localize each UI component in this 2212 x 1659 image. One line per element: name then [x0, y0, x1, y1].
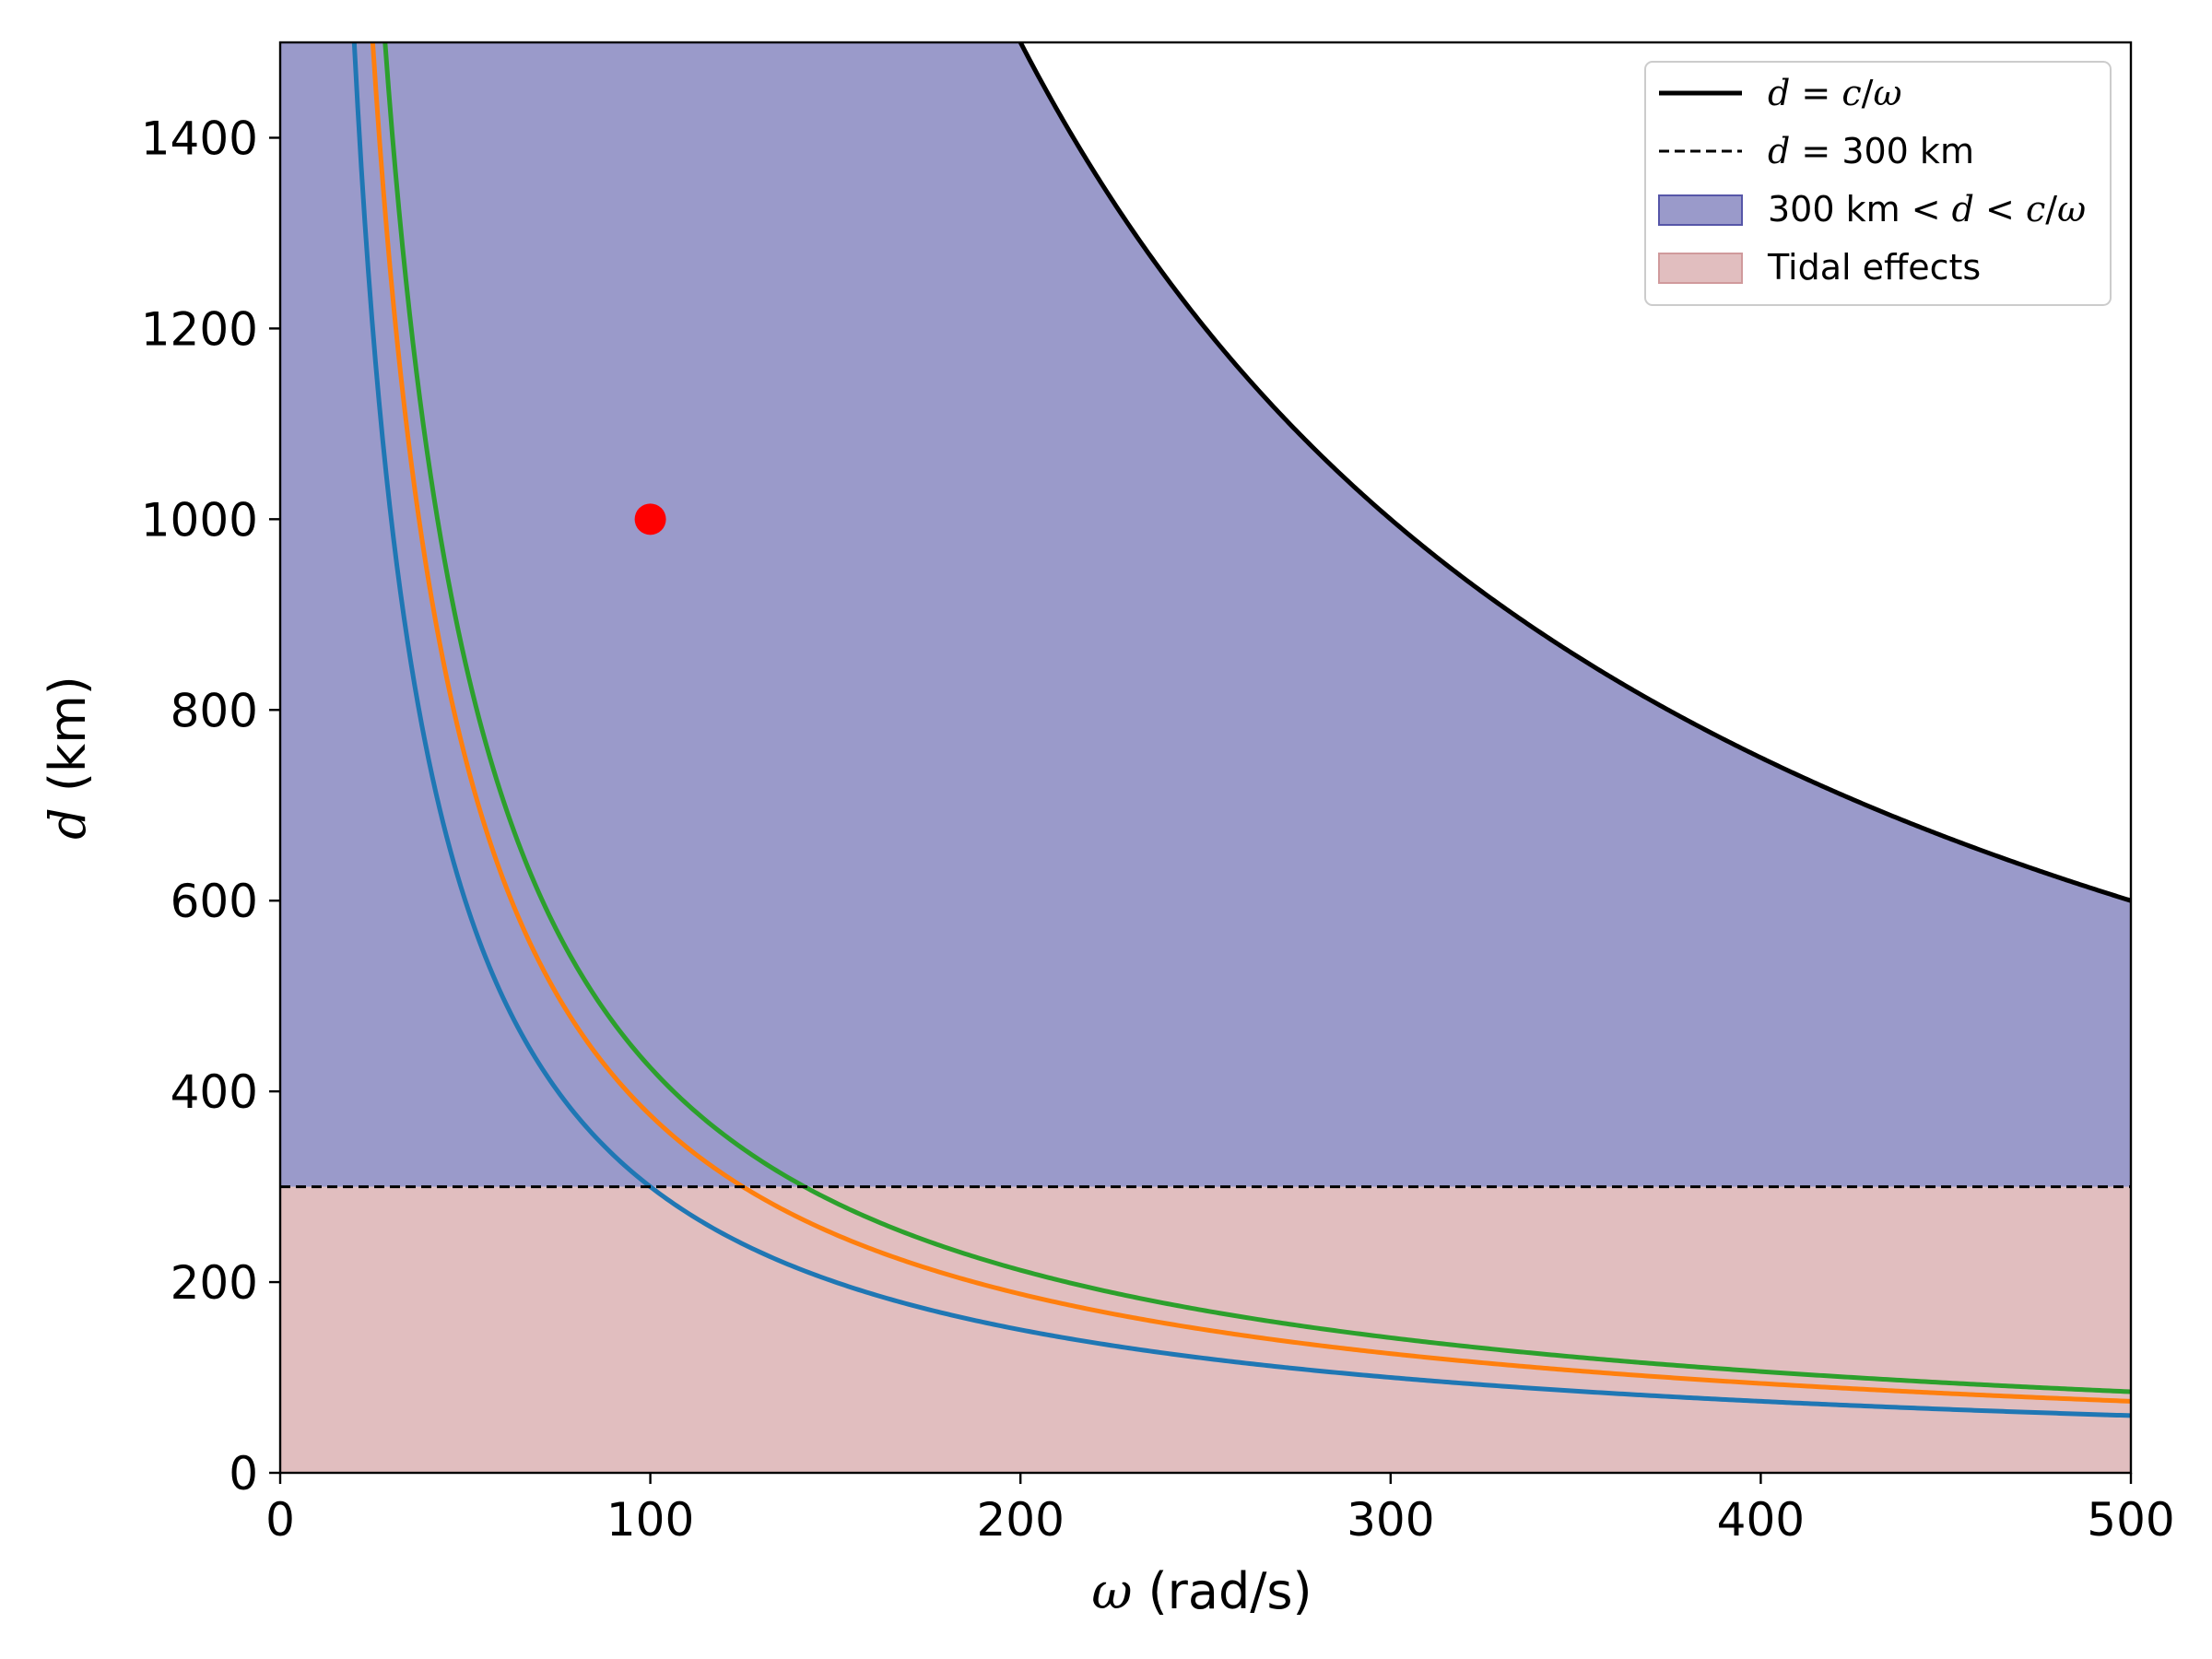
y-axis-ticks: 0 200 400 600 800 1000 1200 1400: [141, 112, 280, 1500]
y-tick-label: 1200: [141, 302, 258, 356]
x-tick-label: 300: [1347, 1493, 1434, 1547]
x-axis-ticks: 0 100 200 300 400 500: [265, 1473, 2175, 1547]
legend: d = c/ω d = 300 km 300 km < d < c/ω Tida…: [1644, 61, 2112, 306]
legend-entry-mid-band: 300 km < d < c/ω: [1768, 189, 2086, 229]
legend-entry-d-300: d = 300 km: [1768, 131, 1974, 171]
x-tick-label: 0: [265, 1493, 295, 1547]
x-tick-label: 100: [606, 1493, 694, 1547]
y-tick-label: 1400: [141, 112, 258, 165]
c-over-omega-line: [1018, 42, 2131, 903]
x-axis-label: ω (rad/s): [1091, 1562, 1312, 1620]
legend-tidal-swatch: [1658, 253, 1743, 284]
y-tick-label: 600: [171, 875, 258, 928]
mid-band: [280, 42, 2131, 1187]
y-tick-label: 200: [171, 1256, 258, 1310]
legend-mid-band-swatch: [1658, 194, 1743, 226]
series-line-3: [382, 42, 2131, 1394]
plot-frame: [278, 41, 2133, 1475]
legend-entry-tidal: Tidal effects: [1767, 247, 1981, 288]
y-tick-label: 800: [171, 684, 258, 737]
legend-box: [1644, 61, 2112, 306]
y-tick-label: 1000: [141, 493, 258, 547]
series-line-2: [370, 42, 2131, 1404]
x-tick-label: 500: [2087, 1493, 2174, 1547]
y-axis-label: d (km): [39, 676, 97, 840]
y-tick-label: 400: [171, 1065, 258, 1119]
legend-entry-c-over-omega: d = c/ω: [1768, 73, 1901, 113]
plot-area: [278, 41, 2133, 1475]
data-point-marker: [634, 503, 666, 535]
x-tick-label: 400: [1717, 1493, 1805, 1547]
x-tick-label: 200: [976, 1493, 1064, 1547]
y-tick-label: 0: [229, 1447, 258, 1500]
